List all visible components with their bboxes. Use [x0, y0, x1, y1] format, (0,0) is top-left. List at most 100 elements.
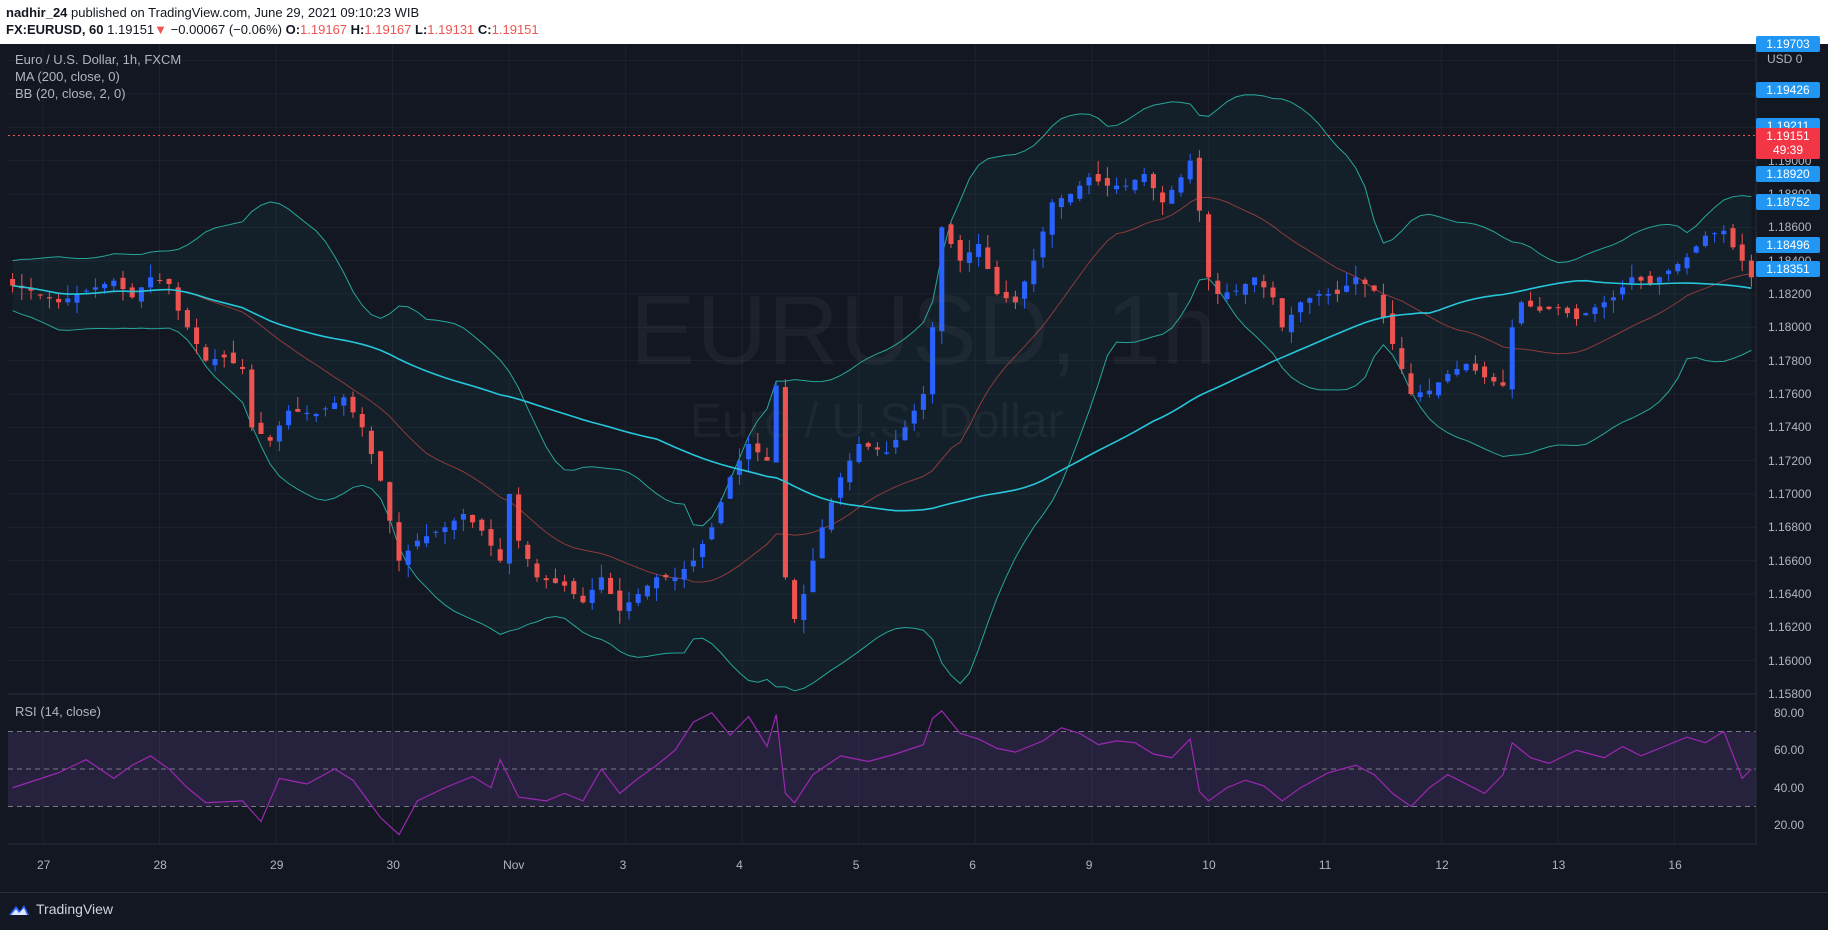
time-tick-label: 27 — [36, 858, 51, 872]
legend-rsi[interactable]: RSI (14, close) — [15, 704, 101, 719]
candle — [1114, 177, 1120, 194]
candle — [267, 434, 273, 447]
candle — [930, 322, 936, 404]
candle-body — [368, 430, 374, 454]
price-chart-canvas[interactable] — [0, 44, 1828, 892]
candle — [1123, 178, 1129, 191]
candle — [1307, 296, 1313, 314]
candle-body — [1675, 264, 1681, 272]
candle-body — [1086, 177, 1092, 186]
price-tag-value: 1.18351 — [1766, 261, 1810, 276]
candle-body — [930, 327, 936, 395]
candle-body — [1077, 185, 1083, 199]
candle-body — [828, 502, 834, 530]
tradingview-logo-icon — [9, 905, 29, 915]
candle-body — [1187, 160, 1193, 180]
candle-body — [534, 563, 540, 578]
candle — [1325, 288, 1331, 305]
candle — [304, 405, 310, 421]
candle — [838, 472, 844, 506]
candle-body — [92, 287, 98, 290]
ma-200-line — [12, 279, 1752, 512]
candle-body — [424, 536, 430, 544]
candle — [194, 318, 200, 354]
candle-body — [138, 287, 144, 302]
candle — [902, 420, 908, 441]
candle — [313, 412, 319, 423]
candle-body — [571, 581, 577, 594]
candle-body — [801, 594, 807, 621]
candle — [773, 381, 779, 463]
candle — [350, 391, 356, 419]
candle — [1233, 284, 1239, 296]
author-name[interactable]: nadhir_24 — [6, 5, 68, 20]
candle — [1371, 285, 1377, 293]
candle — [240, 358, 246, 375]
candle-body — [1721, 230, 1727, 235]
candle — [1187, 153, 1193, 184]
chart-area[interactable]: EURUSD, 1h Euro / U.S. Dollar Euro / U.S… — [0, 35, 1828, 892]
candle — [184, 307, 190, 331]
candle — [479, 518, 485, 536]
candle-body — [1261, 281, 1267, 288]
candle-body — [1215, 280, 1221, 294]
candle-body — [1031, 260, 1037, 285]
candle — [1417, 384, 1423, 402]
legend-ma[interactable]: MA (200, close, 0) — [15, 69, 120, 84]
candle-body — [414, 540, 420, 547]
candle-body — [1601, 302, 1607, 308]
candle-body — [1574, 308, 1580, 319]
candle — [1252, 277, 1258, 293]
candle-body — [286, 410, 292, 426]
candle-body — [1730, 228, 1736, 248]
candle — [460, 508, 466, 532]
candle-body — [1178, 177, 1184, 193]
brand[interactable]: TradingView — [8, 901, 113, 917]
legend-bb[interactable]: BB (20, close, 2, 0) — [15, 86, 126, 101]
candle — [1206, 211, 1212, 291]
candle — [1436, 382, 1442, 399]
candle-body — [957, 240, 963, 261]
currency-suffix: 0 — [1795, 52, 1803, 66]
price-tag: 1.18496 — [1756, 236, 1820, 253]
candle — [1353, 265, 1359, 295]
candle-body — [1702, 235, 1708, 246]
price-tag-value: 1.19151 — [1766, 128, 1810, 143]
candle-body — [847, 460, 853, 483]
candle — [966, 240, 972, 272]
moving-average-line — [8, 135, 1756, 512]
candle — [957, 235, 963, 273]
candle-body — [1528, 300, 1534, 307]
last-price-tag: 1.19151 49:39 — [1756, 127, 1820, 159]
candle-body — [276, 425, 282, 442]
candle — [1712, 231, 1718, 243]
legend-title[interactable]: Euro / U.S. Dollar, 1h, FXCM — [15, 52, 182, 67]
candle-body — [1270, 287, 1276, 298]
rsi-tick-label: 40.00 — [1774, 780, 1805, 795]
price-tick-label: 1.16400 — [1768, 587, 1812, 601]
candle — [1583, 312, 1589, 317]
candle — [1408, 363, 1414, 396]
candle — [1104, 167, 1110, 197]
candle-body — [1279, 298, 1285, 328]
candle — [1702, 231, 1708, 248]
candle — [1638, 275, 1644, 290]
candle — [74, 285, 80, 314]
candle — [755, 432, 761, 462]
candle-body — [1472, 363, 1478, 371]
footer-bar: TradingView — [0, 892, 1828, 930]
candle — [175, 282, 181, 320]
price-tick-label: 1.17000 — [1768, 487, 1812, 501]
candle-body — [1049, 202, 1055, 235]
candle-body — [700, 544, 706, 558]
candle-body — [1390, 313, 1396, 344]
candle — [111, 277, 117, 293]
candle — [1169, 185, 1175, 204]
candle — [1592, 303, 1598, 323]
candle — [1721, 225, 1727, 243]
candle — [1491, 373, 1497, 387]
candle — [828, 497, 834, 533]
candle-body — [46, 297, 52, 299]
candle — [764, 447, 770, 461]
candle — [258, 411, 264, 435]
